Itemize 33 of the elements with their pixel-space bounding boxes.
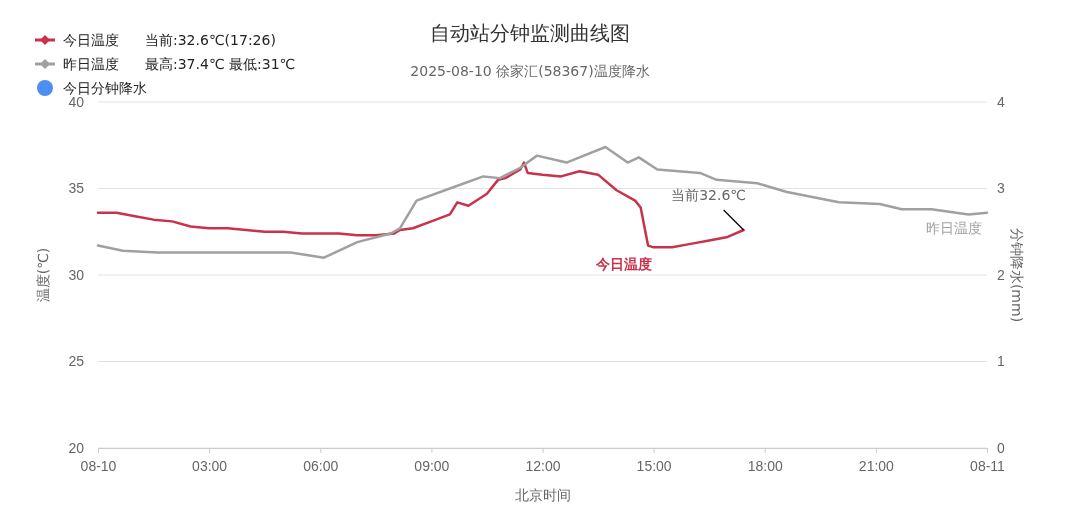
line-series (96, 145, 989, 259)
y-tick-label: 35 (68, 180, 85, 197)
legend-label: 今日分钟降水 (63, 80, 147, 96)
x-tick-label: 12:00 (525, 458, 561, 475)
y2-tick-label: 4 (997, 93, 1005, 110)
x-tick-label: 21:00 (858, 458, 895, 475)
y-tick-label: 20 (68, 439, 85, 456)
text: 当前:32.6℃(17:26) (145, 32, 276, 48)
y-axis-title: 温度(℃) (35, 247, 51, 303)
y2-axis-title: 分钟降水(mm) (1009, 227, 1025, 323)
y2-tick-label: 1 (997, 353, 1005, 370)
x-tick-label: 06:00 (303, 458, 339, 475)
text: 昨日温度 (926, 219, 982, 236)
x-tick-label: 18:00 (747, 458, 783, 475)
chart-title: 自动站分钟监测曲线图 (430, 21, 630, 45)
x-tick-label: 08-11 (970, 458, 1006, 475)
chart-subtitle: 2025-08-10 徐家汇(58367)温度降水 (410, 63, 650, 79)
x-axis-title: 北京时间 (514, 487, 571, 503)
legend-label: 昨日温度 (63, 56, 119, 72)
x-tick-label: 03:00 (192, 458, 228, 475)
legend-label: 今日温度 (63, 32, 119, 48)
y-tick-label: 25 (68, 353, 85, 370)
y-tick-label: 30 (68, 266, 85, 283)
y2-tick-label: 2 (997, 266, 1005, 283)
x-tick-label: 15:00 (636, 458, 672, 475)
line-series (96, 161, 745, 249)
annotation: 当前32.6℃ (671, 187, 747, 204)
text: 最高:37.4℃ 最低:31℃ (145, 56, 296, 72)
y2-tick-label: 3 (997, 180, 1005, 197)
text: 今日温度 (595, 256, 652, 273)
x-tick-label: 09:00 (414, 458, 450, 475)
x-tick-label: 08-10 (80, 458, 117, 475)
y2-tick-label: 0 (997, 439, 1005, 456)
